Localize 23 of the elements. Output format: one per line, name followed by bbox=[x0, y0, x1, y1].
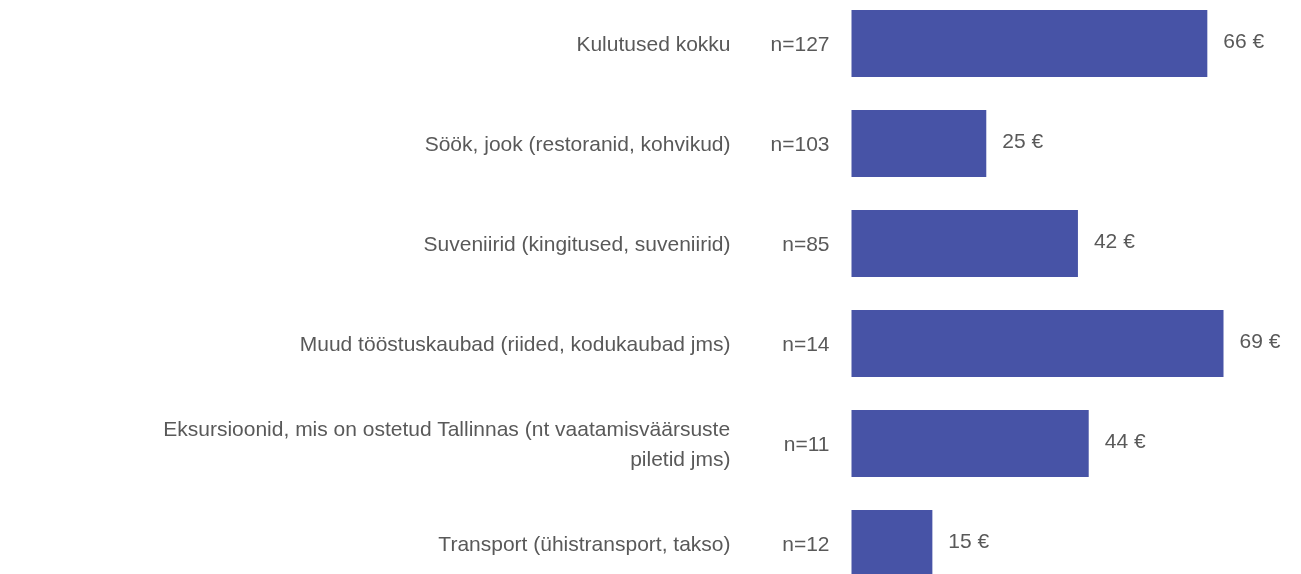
data-label: 69 € bbox=[1239, 329, 1281, 352]
data-label: 15 € bbox=[948, 529, 990, 552]
text: n=85 bbox=[782, 232, 830, 255]
y-tick-label: Transport (ühistransport, takso) bbox=[438, 532, 731, 555]
text: n=12 bbox=[782, 532, 830, 555]
bar bbox=[851, 410, 1089, 477]
y-tick-label: Kulutused kokku bbox=[576, 32, 731, 55]
data-label: 44 € bbox=[1104, 429, 1146, 452]
text: n=103 bbox=[770, 132, 830, 155]
text: n=11 bbox=[783, 432, 830, 455]
text: n=127 bbox=[770, 32, 830, 55]
y-tick-label: Söök, jook (restoranid, kohvikud) bbox=[424, 132, 731, 155]
text: n=14 bbox=[782, 332, 830, 355]
y-tick-label: Muud tööstuskaubad (riided, kodukaubad jms) bbox=[299, 332, 731, 355]
data-label: 42 € bbox=[1093, 229, 1136, 252]
data-label: 66 € bbox=[1223, 29, 1265, 52]
y-tick-label: Suveniirid (kingitused, suveniirid) bbox=[423, 232, 731, 255]
data-label: 25 € bbox=[1002, 129, 1044, 152]
y-tick-label: Eksursioonid, mis on ostetud Tallinnas (nt vaatamisväärsuste piletid jms) bbox=[163, 417, 731, 470]
bar bbox=[851, 110, 987, 177]
bar bbox=[851, 210, 1078, 277]
bar bbox=[851, 10, 1208, 77]
bar bbox=[851, 310, 1224, 377]
